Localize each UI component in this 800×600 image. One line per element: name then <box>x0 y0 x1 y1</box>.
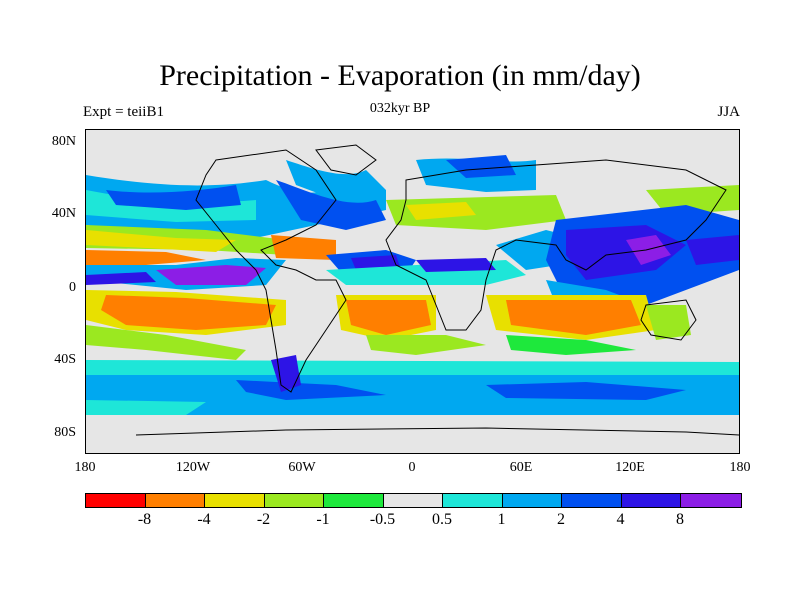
colorbar-label: -8 <box>137 511 152 528</box>
lat-label-80s: 80S <box>54 425 76 440</box>
lon-label-60w: 60W <box>288 460 316 475</box>
colorbar-segment <box>264 494 324 507</box>
lon-label-0: 0 <box>408 460 416 475</box>
colorbar-segment <box>562 494 622 507</box>
colorbar-label: 2 <box>557 511 565 528</box>
lon-label-180w: 180 <box>74 460 96 475</box>
lon-label-60e: 60E <box>509 460 533 475</box>
colorbar <box>85 493 742 508</box>
lat-label-40s: 40S <box>54 352 76 367</box>
lat-label-40n: 40N <box>51 206 76 221</box>
colorbar-label: 0.5 <box>432 511 452 528</box>
plot-subtitle: 032kyr BP <box>369 101 431 116</box>
plot-title: Precipitation - Evaporation (in mm/day) <box>159 59 641 92</box>
colorbar-label: 8 <box>676 511 684 528</box>
colorbar-segment <box>443 494 503 507</box>
lon-label-180e: 180 <box>729 460 751 475</box>
colorbar-label: 1 <box>497 511 506 528</box>
colorbar-segment <box>621 494 681 507</box>
colorbar-segment <box>145 494 205 507</box>
lon-label-120e: 120E <box>615 460 645 475</box>
lat-label-eq: 0 <box>69 280 76 295</box>
colorbar-label: -0.5 <box>369 511 396 528</box>
map-panel <box>85 129 740 454</box>
colorbar-segment <box>502 494 562 507</box>
colorbar-label: 4 <box>616 511 625 528</box>
colorbar-segment <box>205 494 265 507</box>
season-label: JJA <box>717 104 740 120</box>
colorbar-segment <box>681 494 741 507</box>
colorbar-label: -4 <box>197 511 211 528</box>
colorbar-segment <box>324 494 384 507</box>
colorbar-segment <box>86 494 146 507</box>
map-field <box>86 130 739 453</box>
colorbar-label: -1 <box>316 511 330 528</box>
coastlines <box>135 144 739 436</box>
colorbar-label: -2 <box>256 511 271 528</box>
north-pacific-core <box>106 185 241 210</box>
lat-label-80n: 80N <box>51 134 76 149</box>
lon-label-120w: 120W <box>175 460 211 475</box>
colorbar-segment <box>383 494 443 507</box>
experiment-label: Expt = teiiB1 <box>83 104 164 120</box>
